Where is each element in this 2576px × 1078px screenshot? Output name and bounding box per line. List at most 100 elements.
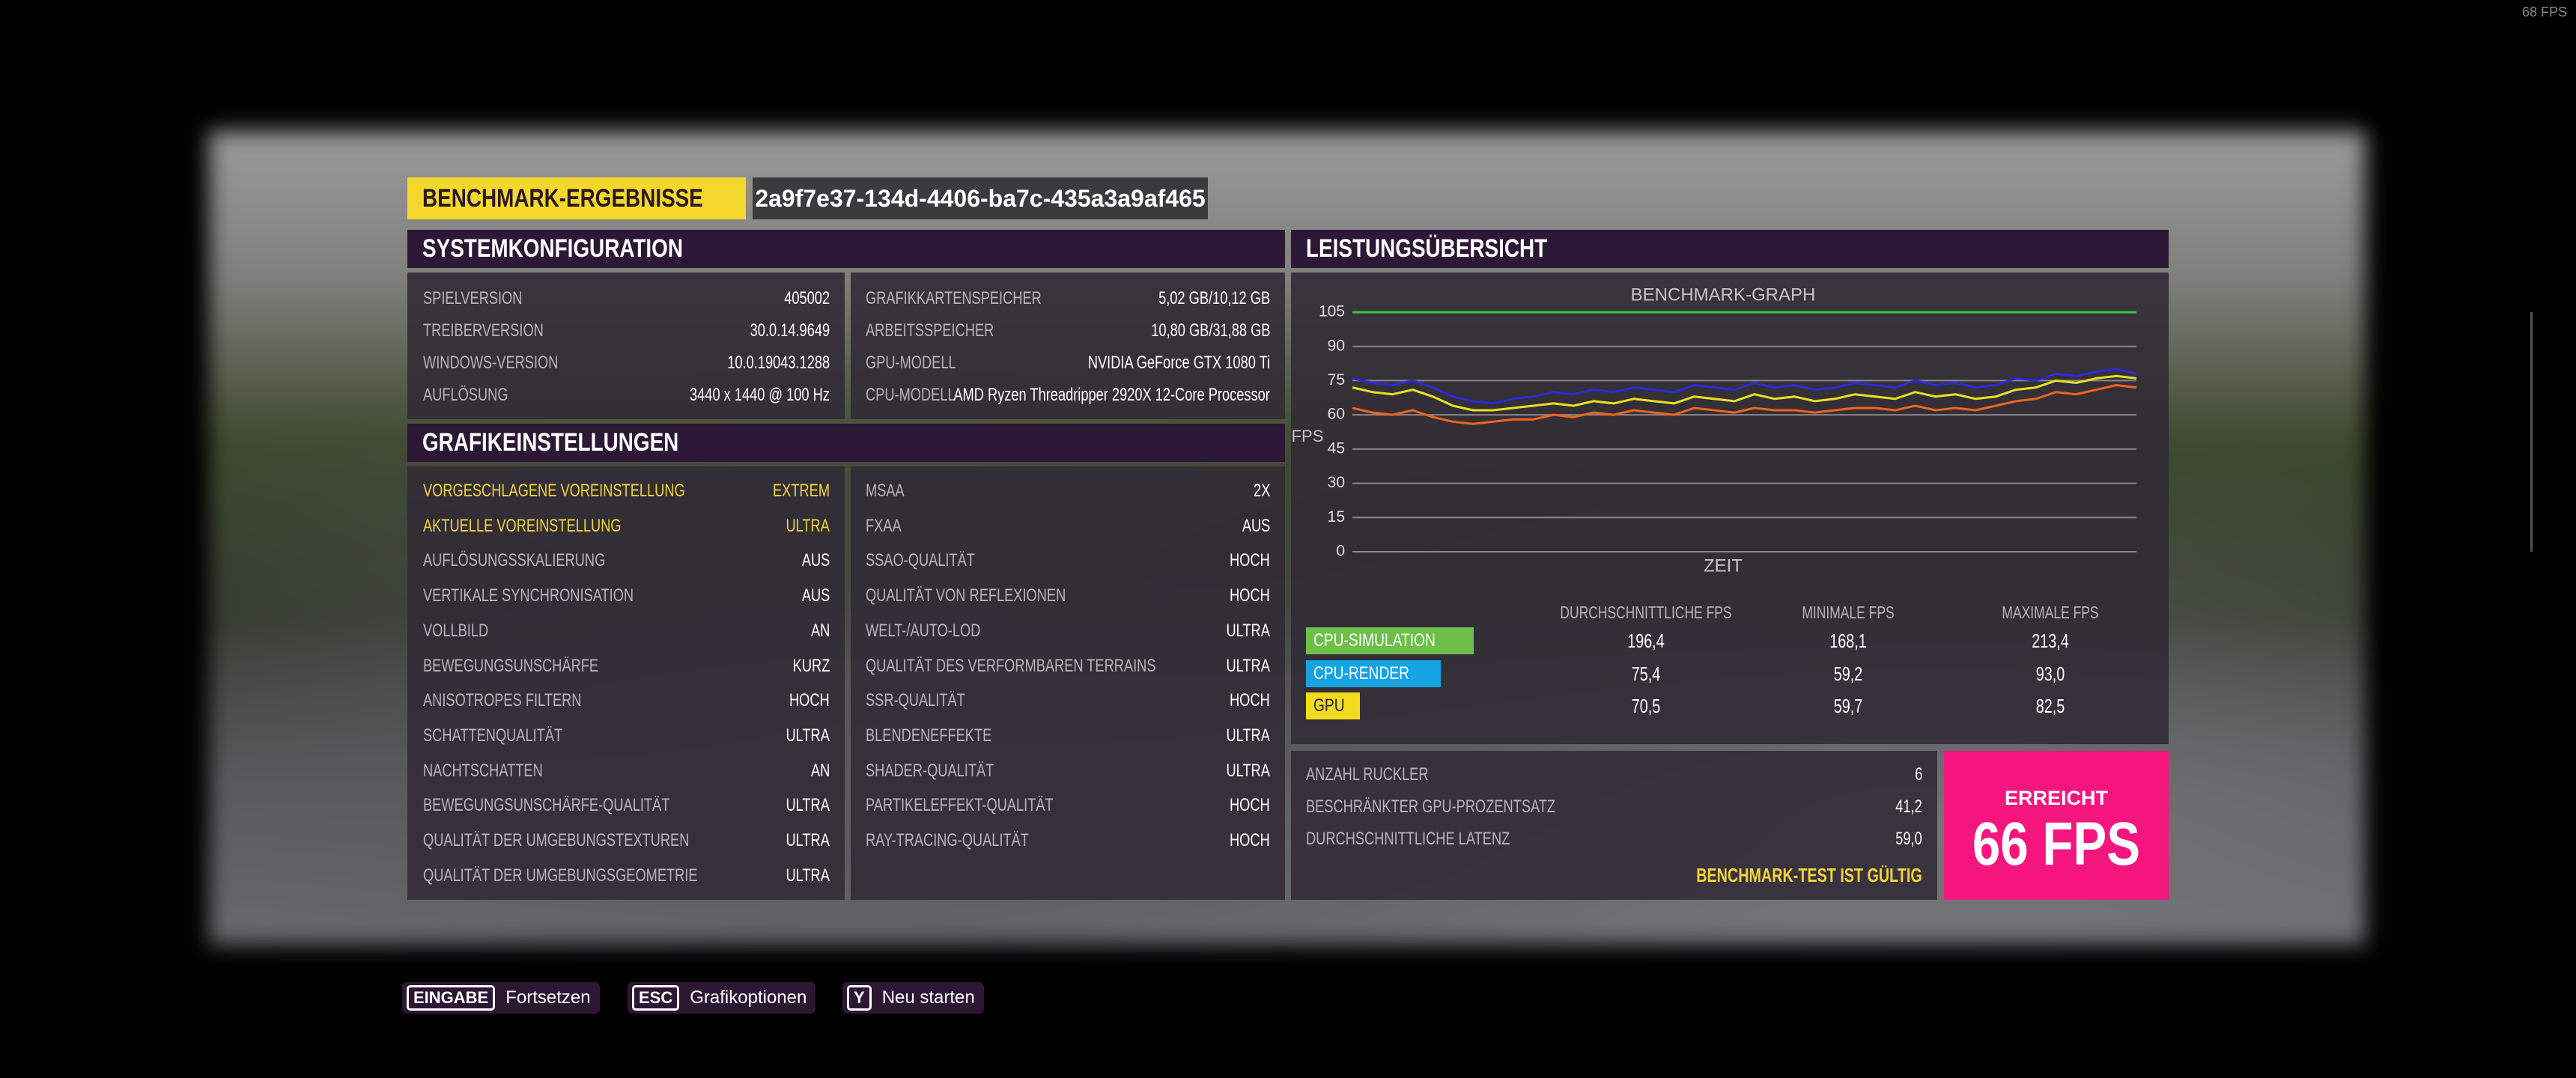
y-tick-label: 105: [1319, 303, 1345, 320]
setting-value: ULTRA: [786, 515, 830, 536]
badge: CPU-SIMULATION: [1306, 627, 1474, 654]
setting-label: SPIELVERSION: [423, 288, 523, 308]
setting-value: 405002: [784, 288, 830, 308]
key-hint: Y: [847, 985, 872, 1011]
summary-value: 82,5: [2035, 695, 2065, 717]
setting-label: AUFLÖSUNGSSKALIERUNG: [423, 550, 606, 571]
setting-label: FXAA: [866, 515, 902, 536]
setting-value: HOCH: [1230, 585, 1270, 606]
setting-label: ARBEITSSPEICHER: [866, 320, 994, 341]
x-axis-label: ZEIT: [1704, 555, 1743, 576]
header-badge: BENCHMARK-ERGEBNISSE: [407, 177, 746, 219]
setting-value: AMD Ryzen Threadripper 2920X 12-Core Pro…: [953, 385, 1270, 405]
section-title: GRAFIKEINSTELLUNGEN: [422, 428, 679, 457]
setting-value: ULTRA: [786, 795, 830, 816]
setting-label: DURCHSCHNITTLICHE LATENZ: [1306, 829, 1510, 849]
stats-panel: [1291, 751, 1937, 900]
result-value: 66 FPS: [1972, 810, 2141, 878]
y-tick-label: 45: [1328, 439, 1345, 457]
setting-value: AN: [810, 760, 830, 781]
summary-value: 196,4: [1627, 630, 1665, 652]
series-line: [1352, 384, 2137, 425]
badge: GPU: [1306, 692, 1361, 719]
setting-label: SCHATTENQUALITÄT: [423, 725, 563, 746]
column-header: MINIMALE FPS: [1802, 603, 1895, 622]
benchmark-id: 2a9f7e37-134d-4406-ba7c-435a3a9af465: [755, 185, 1206, 212]
graphics-title-bar: GRAFIKEINSTELLUNGEN: [407, 424, 1285, 462]
y-axis-label: FPS: [1292, 427, 1324, 445]
performance-title-bar: LEISTUNGSÜBERSICHT: [1291, 230, 2169, 268]
setting-value: HOCH: [1230, 830, 1270, 850]
setting-value: HOCH: [1230, 690, 1270, 711]
setting-label: SSR-QUALITÄT: [866, 690, 965, 711]
setting-value: ULTRA: [1226, 620, 1270, 641]
y-tick-label: 0: [1336, 543, 1345, 560]
setting-label: RAY-TRACING-QUALITÄT: [866, 830, 1029, 850]
setting-label: QUALITÄT DER UMGEBUNGSTEXTUREN: [423, 830, 690, 850]
system-panel-right: [851, 272, 1285, 419]
y-tick-label: 75: [1328, 371, 1345, 389]
setting-value: 6: [1914, 764, 1922, 785]
summary-value: 168,1: [1829, 630, 1867, 652]
y-tick-label: 15: [1328, 508, 1345, 526]
setting-label: QUALITÄT VON REFLEXIONEN: [866, 585, 1066, 606]
graphics-panel-left: [407, 466, 845, 900]
setting-value: ULTRA: [786, 830, 830, 850]
setting-value: 10,80 GB/31,88 GB: [1150, 320, 1270, 341]
result-label: ERREICHT: [2004, 787, 2108, 809]
setting-label: BESCHRÄNKTER GPU-PROZENTSATZ: [1306, 797, 1556, 817]
benchmark-graph: BENCHMARK-GRAPH FPS ZEIT 0 15 30 45 60 75 90 10…: [1292, 284, 2137, 576]
graphics-panel-right: [851, 466, 1285, 900]
summary-value: 213,4: [2032, 630, 2069, 652]
setting-value: AUS: [801, 585, 830, 606]
summary-value: 70,5: [1631, 695, 1661, 717]
setting-label: WELT-/AUTO-LOD: [866, 620, 981, 641]
button-label: Fortsetzen: [505, 987, 591, 1008]
key-hint: ESC: [632, 985, 680, 1011]
section-title: LEISTUNGSÜBERSICHT: [1306, 234, 1548, 263]
setting-value: HOCH: [789, 690, 830, 711]
setting-label: AKTUELLE VOREINSTELLUNG: [423, 515, 622, 536]
setting-value: EXTREM: [772, 481, 830, 501]
setting-label: SHADER-QUALITÄT: [866, 760, 994, 781]
setting-value: HOCH: [1230, 550, 1270, 571]
setting-value: 59,0: [1895, 829, 1922, 849]
setting-label: AUFLÖSUNG: [423, 385, 508, 405]
setting-value: 2X: [1253, 481, 1270, 501]
footer-button[interactable]: Y Neu starten: [842, 982, 984, 1014]
badge: CPU-RENDER: [1306, 660, 1442, 687]
setting-value: ULTRA: [786, 725, 830, 746]
header-id-box: 2a9f7e37-134d-4406-ba7c-435a3a9af465: [753, 177, 1208, 219]
y-tick-label: 30: [1328, 474, 1345, 491]
setting-label: BLENDENEFFEKTE: [866, 725, 992, 746]
summary-value: 59,7: [1833, 695, 1863, 717]
badge-label: CPU-SIMULATION: [1313, 630, 1436, 651]
setting-value: ULTRA: [1226, 655, 1270, 676]
footer-button[interactable]: ESC Grafikoptionen: [628, 982, 816, 1014]
setting-label: VOLLBILD: [423, 620, 489, 641]
setting-value: NVIDIA GeForce GTX 1080 Ti: [1087, 353, 1270, 373]
setting-label: TREIBERVERSION: [423, 320, 544, 341]
setting-label: ANISOTROPES FILTERN: [423, 690, 582, 711]
series-line: [1352, 368, 2137, 405]
column-header: MAXIMALE FPS: [2002, 603, 2099, 622]
series-line: [1352, 374, 2137, 412]
section-title: SYSTEMKONFIGURATION: [422, 234, 683, 263]
summary-value: 75,4: [1631, 662, 1661, 685]
setting-value: 30.0.14.9649: [750, 320, 830, 341]
setting-label: QUALITÄT DES VERFORMBAREN TERRAINS: [866, 655, 1156, 676]
button-label: Grafikoptionen: [690, 987, 807, 1008]
status-text: BENCHMARK-TEST IST GÜLTIG: [1696, 864, 1922, 886]
setting-value: KURZ: [792, 655, 830, 676]
header-title: BENCHMARK-ERGEBNISSE: [422, 184, 703, 213]
setting-label: WINDOWS-VERSION: [423, 353, 559, 373]
setting-label: VORGESCHLAGENE VOREINSTELLUNG: [423, 481, 685, 501]
setting-label: CPU-MODELL: [866, 385, 956, 405]
setting-value: ULTRA: [786, 865, 830, 886]
setting-value: 5,02 GB/10,12 GB: [1158, 288, 1270, 308]
setting-value: ULTRA: [1226, 725, 1270, 746]
footer-button[interactable]: EINGABE Fortsetzen: [402, 982, 600, 1014]
summary-value: 59,2: [1833, 662, 1863, 685]
system-panel-left: [407, 272, 845, 419]
